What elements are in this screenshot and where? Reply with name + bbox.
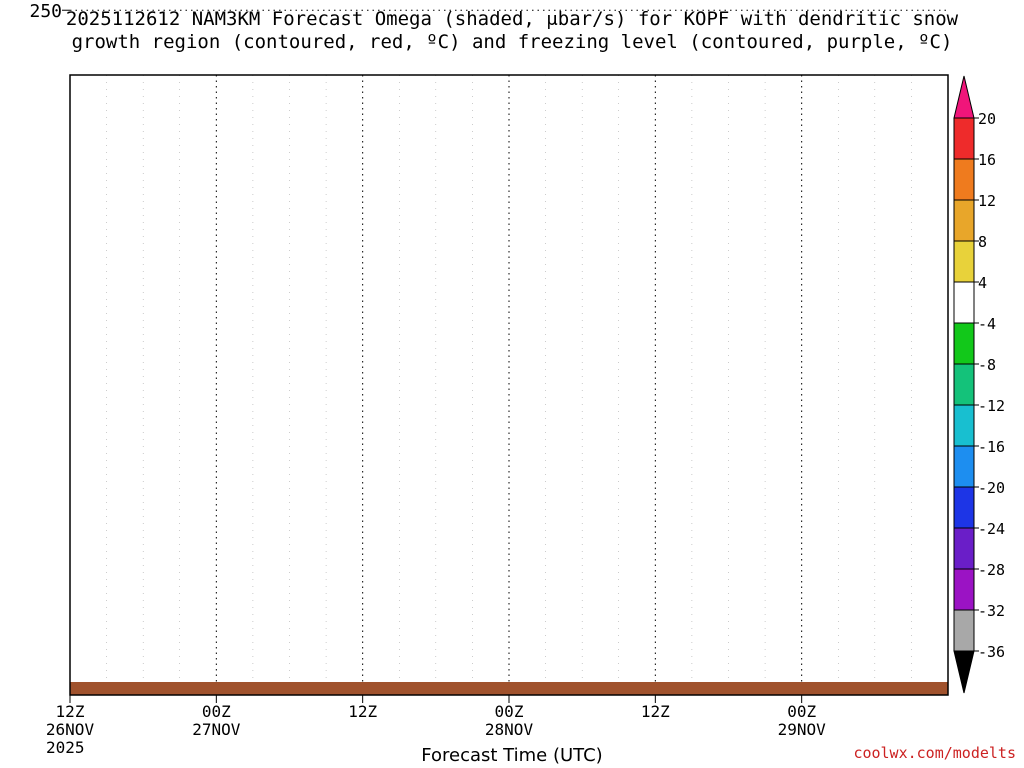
x-tick-label: 12Z (641, 702, 670, 721)
colorbar-arrow-bottom (953, 650, 975, 694)
y-tick-label: 250 (29, 1, 62, 22)
colorbar-label: -16 (978, 438, 1005, 456)
colorbar-label: 20 (978, 110, 996, 128)
colorbar-label: -12 (978, 397, 1005, 415)
colorbar-label: -24 (978, 520, 1005, 538)
colorbar-swatch (953, 445, 975, 488)
x-tick-label: 12Z (348, 702, 377, 721)
credit-link[interactable]: coolwx.com/modelts (853, 744, 1016, 762)
x-tick-label: 29NOV (778, 720, 827, 739)
x-axis-label: Forecast Time (UTC) (421, 745, 603, 766)
plot-frame (69, 74, 949, 696)
x-tick-label: 12Z (56, 702, 85, 721)
colorbar-swatch (953, 322, 975, 365)
colorbar-swatch (953, 486, 975, 529)
grid-layer (70, 9, 948, 695)
colorbar-swatch (953, 281, 975, 324)
y-axis: 2503003504004505005506006507007508008509… (29, 1, 70, 22)
colorbar-label: -20 (978, 479, 1005, 497)
colorbar-swatch (953, 609, 975, 652)
x-tick-label: 00Z (202, 702, 231, 721)
colorbar-swatch (953, 568, 975, 611)
colorbar-label: 4 (978, 274, 987, 292)
colorbar-label: -32 (978, 602, 1005, 620)
x-tick-label: 00Z (495, 702, 524, 721)
colorbar-swatch (953, 363, 975, 406)
colorbar-label: -4 (978, 315, 996, 333)
colorbar-label: 16 (978, 151, 996, 169)
chart-title-line-2: growth region (contoured, red, ºC) and f… (71, 31, 953, 53)
colorbar-label: 12 (978, 192, 996, 210)
colorbar-swatch (953, 404, 975, 447)
x-tick-label: 26NOV (46, 720, 95, 739)
colorbar-arrow-top (953, 75, 975, 119)
x-tick-label: 27NOV (192, 720, 241, 739)
colorbar-swatch (953, 199, 975, 242)
x-tick-label: 2025 (46, 738, 85, 757)
colorbar-label: -8 (978, 356, 996, 374)
colorbar-label: -36 (978, 643, 1005, 661)
x-tick-label: 00Z (787, 702, 816, 721)
x-tick-label: 28NOV (485, 720, 534, 739)
colorbar-label: -28 (978, 561, 1005, 579)
colorbar-swatch (953, 527, 975, 570)
chart-title-line-1: 2025112612 NAM3KM Forecast Omega (shaded… (65, 8, 959, 30)
colorbar-label: 8 (978, 233, 987, 251)
terrain-surface-band (70, 682, 948, 695)
colorbar-swatch (953, 158, 975, 201)
colorbar: 20 16 12 8 4 -4 -8 -12 -16 -20 -24 -28 -32 -36 (953, 75, 1005, 694)
colorbar-swatch (953, 117, 975, 160)
colorbar-swatch (953, 240, 975, 283)
